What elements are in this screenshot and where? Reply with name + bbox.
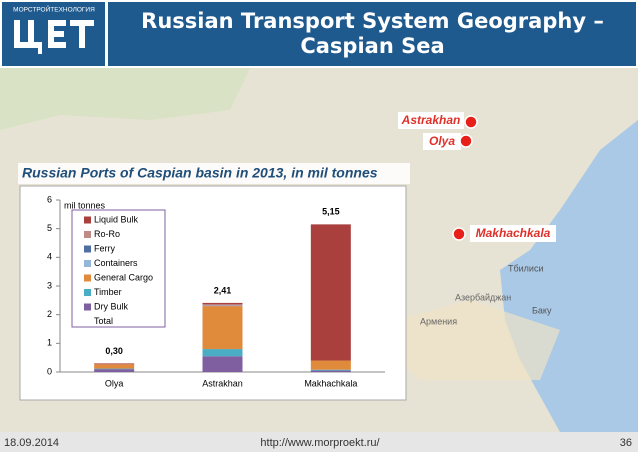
bar-segment [202, 302, 243, 305]
legend-label: Timber [94, 287, 122, 297]
legend-swatch [84, 216, 91, 224]
legend-swatch [84, 274, 91, 282]
y-tick-label: 6 [47, 194, 52, 204]
bar-segment [310, 369, 351, 371]
y-tick-label: 2 [47, 309, 52, 319]
y-tick-label: 3 [47, 280, 52, 290]
legend-swatch [84, 303, 91, 311]
marker-label: Makhachkala [476, 226, 551, 240]
y-tick-label: 4 [47, 252, 52, 262]
legend-swatch [84, 260, 91, 267]
map-label: Тбилиси [508, 263, 544, 273]
y-tick-label: 1 [47, 338, 52, 348]
logo-mark [14, 20, 94, 54]
legend-label: Dry Bulk [94, 301, 129, 311]
map-label: Баку [532, 305, 552, 315]
marker-dot [459, 134, 473, 148]
legend-swatch [84, 289, 91, 296]
bar-segment [310, 370, 351, 372]
title-box [108, 2, 636, 66]
marker-label-box [470, 225, 556, 242]
bar-segment [310, 224, 351, 361]
bar-segment [94, 369, 135, 372]
bar-segment [202, 356, 243, 372]
y-tick-label: 5 [47, 223, 52, 233]
map-label: Азербайджан [455, 292, 511, 302]
marker-label-box [423, 133, 461, 150]
footer-url: http://www.morproekt.ru/ [260, 437, 380, 449]
legend-label: Liquid Bulk [94, 214, 139, 224]
bar-segment [94, 364, 135, 369]
marker-dot [452, 227, 466, 241]
title-wrap: Russian Transport System Geography – Cas… [141, 9, 604, 58]
map-land [0, 68, 250, 130]
legend-label: Containers [94, 258, 138, 268]
legend-label: General Cargo [94, 272, 153, 282]
y-tick-label: 0 [47, 366, 52, 376]
x-tick-label: Astrakhan [202, 378, 243, 388]
chart-title-box [18, 163, 410, 184]
logo-text: МОРСТРОЙТЕХНОЛОГИЯ [13, 5, 95, 14]
bar-segment [202, 304, 243, 306]
chart-title: Russian Ports of Caspian basin in 2013, … [22, 165, 378, 181]
bar-segment [94, 363, 135, 365]
marker-label: Olya [429, 134, 455, 148]
marker-label-box [398, 112, 464, 129]
bar-segment [202, 306, 243, 350]
legend-swatch [84, 245, 91, 253]
slide-title: Russian Transport System Geography – Cas… [141, 9, 604, 58]
bar-segment [202, 305, 243, 307]
legend-label: Ferry [94, 243, 115, 253]
marker-dot [464, 115, 478, 129]
bar-segment [94, 368, 135, 370]
map-label: Армения [420, 316, 457, 326]
footer-date: 18.09.2014 [4, 437, 59, 449]
legend-label: Ro-Ro [94, 229, 120, 239]
total-label: 5,15 [322, 207, 340, 217]
bar-segment [310, 360, 351, 370]
footer-bar [0, 432, 638, 452]
bar-segment [202, 349, 243, 357]
y-axis-title: mil tonnes [64, 200, 106, 210]
x-tick-label: Olya [105, 378, 124, 388]
legend-label: Total [94, 316, 113, 326]
legend-swatch [84, 231, 91, 238]
marker-label: Astrakhan [401, 113, 461, 127]
total-label: 2,41 [214, 285, 232, 295]
x-tick-label: Makhachkala [304, 378, 357, 388]
map-region [360, 300, 560, 380]
total-label: 0,30 [105, 346, 123, 356]
footer-page: 36 [620, 437, 632, 449]
